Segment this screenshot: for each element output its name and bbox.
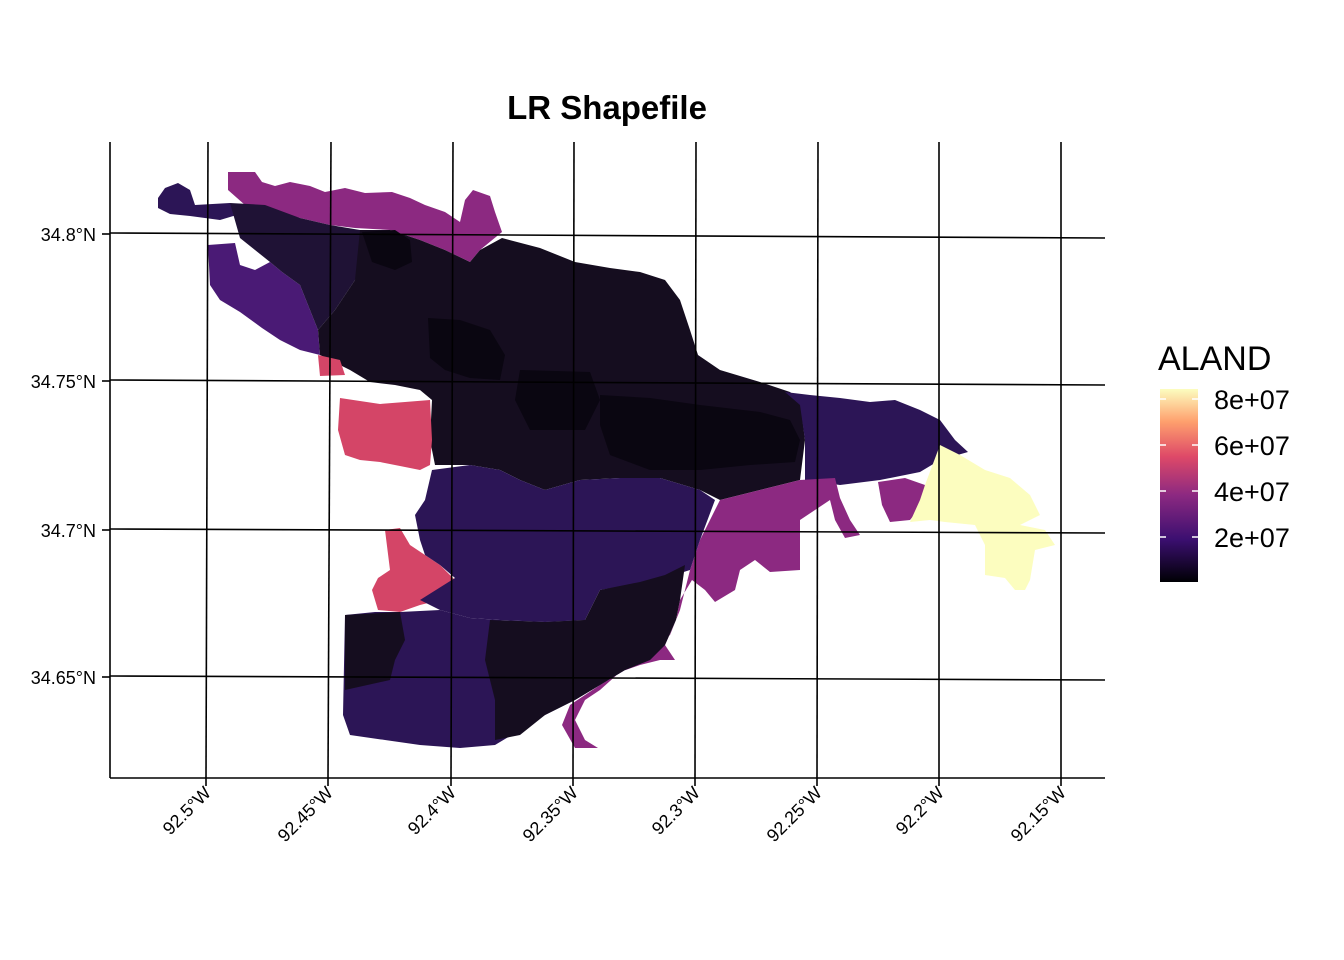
region-east-small [878,478,925,522]
lon-label: 92.35°W [519,783,582,846]
lat-label: 34.7°N [41,521,96,541]
lon-label: 92.25°W [763,783,826,846]
region-pink-west [338,398,432,470]
lon-label: 92.3°W [648,783,704,839]
lat-label: 34.75°N [31,372,96,392]
legend-label: 4e+07 [1214,477,1290,507]
legend: ALAND 8e+07 6e+07 4e+07 2e+07 [1158,340,1290,582]
latitude-labels: 34.8°N 34.75°N 34.7°N 34.65°N [31,225,96,688]
lat-label: 34.8°N [41,225,96,245]
lon-label: 92.15°W [1007,783,1070,846]
lat-label: 34.65°N [31,668,96,688]
region-west-purple [208,243,320,355]
region-far-east [910,445,1055,590]
region-east-purple [785,392,968,485]
legend-colorbar [1160,389,1198,582]
axes [102,142,1105,786]
region-core-3 [600,395,800,470]
legend-title: ALAND [1158,340,1271,378]
region-south-dark-2 [485,565,685,740]
longitude-labels: 92.5°W 92.45°W 92.4°W 92.35°W 92.3°W 92.… [159,783,1070,846]
legend-label: 8e+07 [1214,385,1290,415]
region-core-2 [428,318,505,380]
legend-label: 6e+07 [1214,431,1290,461]
region-south-dark [345,612,405,690]
region-pink-south [372,528,455,612]
chart-title: LR Shapefile [507,89,707,126]
region-pink-small [318,355,345,376]
region-north-strip [228,172,502,262]
lon-label: 92.45°W [274,783,337,846]
region-core-1 [362,230,412,270]
lon-label: 92.4°W [404,783,460,839]
lon-label: 92.2°W [892,783,948,839]
lon-label: 92.5°W [159,783,215,839]
region-nw-corner [158,183,240,220]
region-east-magenta [562,478,860,748]
region-core-4 [515,370,600,430]
graticule [109,141,1106,779]
map-regions [158,172,1055,748]
legend-label: 2e+07 [1214,523,1290,553]
